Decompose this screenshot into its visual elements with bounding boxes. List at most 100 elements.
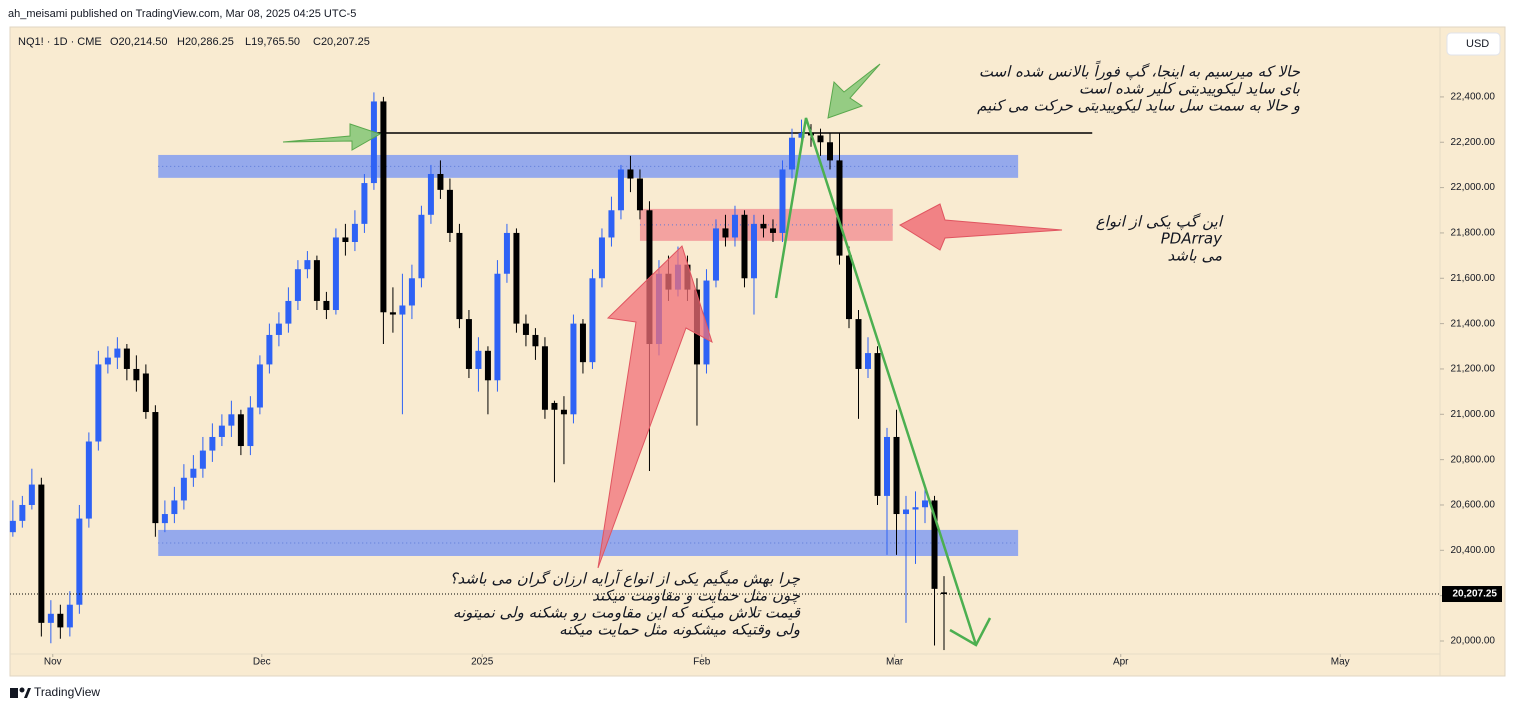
candle-body — [712, 228, 719, 281]
logo — [10, 687, 31, 698]
ohlc-low: L19,765.50 — [245, 36, 300, 48]
y-tick-label: 21,000.00 — [1451, 409, 1496, 420]
candle-body — [484, 350, 491, 381]
x-tick-label: Apr — [1113, 657, 1129, 668]
candle-body — [408, 278, 415, 306]
candle-body — [209, 436, 216, 451]
candle-body — [114, 348, 121, 358]
candle-body — [931, 500, 938, 589]
annotation: می باشد — [1168, 247, 1223, 265]
candle-body — [133, 368, 140, 381]
candle-body — [798, 133, 805, 138]
candle-body — [294, 269, 301, 301]
candle-body — [532, 334, 539, 347]
candle-body — [161, 514, 168, 524]
candle-body — [636, 178, 643, 211]
candle-body — [85, 441, 92, 519]
candle-body — [218, 425, 225, 437]
logo-mark — [19, 687, 25, 693]
candle-body — [19, 504, 26, 521]
candle-body — [446, 189, 453, 233]
candle-body — [361, 183, 368, 224]
currency-button[interactable] — [1446, 32, 1501, 56]
candle-body — [171, 500, 178, 515]
last-price-box — [1442, 586, 1502, 603]
x-tick-label: Dec — [253, 657, 271, 668]
candle-body — [865, 353, 871, 369]
candle-body — [342, 237, 349, 243]
candle-body — [826, 142, 833, 161]
candle-body — [836, 160, 843, 256]
candle-body — [28, 484, 35, 505]
annotation: حالا که میرسیم به اینجا، گپ فوراً بالانس… — [979, 60, 1301, 80]
candle-body — [199, 450, 206, 469]
y-tick-label: 21,800.00 — [1451, 228, 1496, 239]
annotation: چون مثل حمایت و مقاومت میکند — [592, 587, 801, 605]
candle-body — [323, 300, 330, 311]
candle-body — [769, 228, 776, 233]
candle-body — [750, 223, 757, 279]
axes: 20,000.0020,200.0020,400.0020,600.0020,8… — [10, 92, 1502, 668]
candle-body — [722, 228, 729, 238]
annotation: ولی وقتیکه میشکونه مثل حمایت میکنه — [559, 621, 800, 639]
candle-body — [399, 305, 406, 315]
candle-body — [370, 101, 377, 184]
publisher: ah_meisami published on TradingView.com,… — [8, 8, 356, 20]
candle-body — [47, 613, 54, 623]
annotation: این گپ یکی از انواع — [1096, 213, 1224, 231]
candle-body — [285, 300, 292, 324]
candle-body — [703, 280, 710, 365]
candle-body — [560, 409, 567, 415]
x-tick-label: May — [1331, 657, 1350, 668]
candle-body — [152, 412, 159, 524]
y-tick-label: 22,200.00 — [1451, 137, 1496, 148]
candle-body — [788, 137, 795, 170]
candle-body — [190, 468, 197, 478]
candle-body — [437, 173, 444, 190]
ohlc-open: O20,214.50 — [110, 36, 168, 48]
candle-body — [912, 507, 919, 510]
candle-body — [389, 312, 396, 315]
symbol: NQ1! · 1D · CME — [18, 36, 102, 48]
candle-body — [817, 135, 824, 143]
chart-frame — [9, 26, 1506, 677]
candle-body — [351, 223, 358, 243]
candle-body — [332, 237, 339, 311]
y-tick-label: 21,200.00 — [1451, 364, 1496, 375]
candle-body — [304, 260, 311, 270]
logo-mark — [10, 688, 18, 698]
x-tick-label: Nov — [44, 657, 62, 668]
y-tick-label: 22,400.00 — [1451, 92, 1496, 103]
candle-body — [579, 323, 586, 363]
candle-body — [589, 278, 596, 363]
candle-body — [465, 319, 472, 369]
candle-body — [66, 604, 73, 628]
ohlc-high: H20,286.25 — [177, 36, 234, 48]
annotation: PDArray — [1161, 230, 1223, 248]
ohlc-close: C20,207.25 — [313, 36, 370, 48]
candle-body — [76, 518, 83, 605]
candles — [9, 92, 948, 651]
y-tick-label: 20,600.00 — [1451, 500, 1496, 511]
annotation: چرا بهش میگیم یکی از انواع آرایه ارزان گ… — [450, 569, 801, 588]
currency[interactable]: USD — [1466, 38, 1489, 50]
candle-body — [551, 402, 558, 410]
annotation: بای ساید لیکوییدیتی کلیر شده است — [1079, 80, 1300, 98]
candle-body — [760, 223, 767, 229]
candle-body — [256, 364, 263, 408]
candle-body — [266, 334, 273, 365]
annotation: و حالا به سمت سل ساید لیکوییدیتی حرکت می… — [977, 97, 1300, 115]
candle-body — [95, 364, 102, 442]
brand: TradingView — [34, 685, 100, 699]
candle-body — [380, 101, 387, 313]
y-tick-label: 21,400.00 — [1451, 318, 1496, 329]
x-tick-label: Feb — [693, 657, 711, 668]
candle-body — [142, 373, 149, 413]
candle-body — [884, 436, 891, 496]
candle-body — [608, 210, 615, 238]
y-tick-label: 20,800.00 — [1451, 454, 1496, 465]
candle-body — [427, 173, 434, 215]
y-tick-label: 20,400.00 — [1451, 545, 1496, 556]
candle-body — [123, 348, 130, 369]
